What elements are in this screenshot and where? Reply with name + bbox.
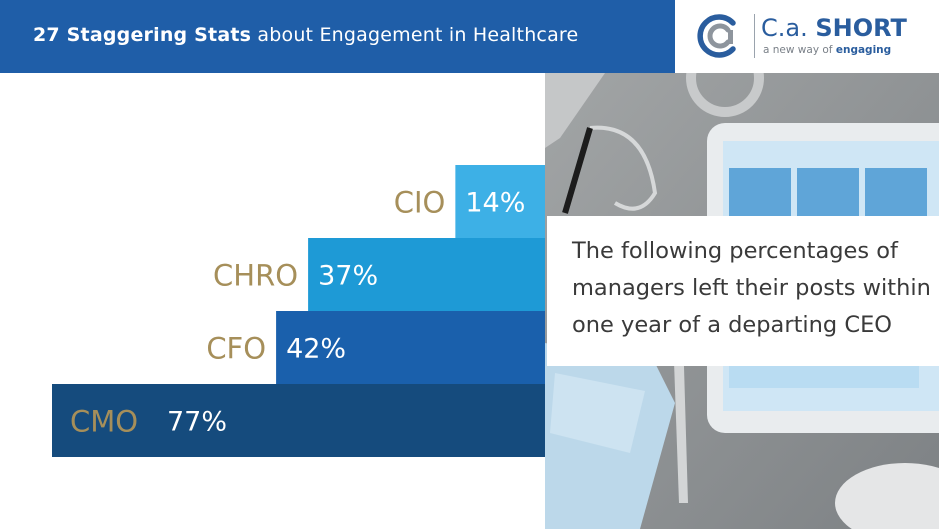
- page-title: 27 Staggering Stats about Engagement in …: [33, 24, 578, 46]
- logo-name-bold: SHORT: [815, 14, 907, 42]
- bar-chart: 14% CIO 37% CHRO 42% CFO 77% CMO: [52, 165, 545, 457]
- logo-mark-icon: [697, 14, 736, 58]
- bar-cio: [455, 165, 545, 238]
- value-label-cio: 14%: [465, 188, 525, 219]
- callout-box: The following percentages of managers le…: [547, 216, 939, 366]
- logo-name-light: C.a.: [761, 14, 808, 42]
- logo-tagline-light: a new way of: [763, 44, 833, 56]
- value-label-cfo: 42%: [286, 334, 346, 365]
- header-banner: 27 Staggering Stats about Engagement in …: [0, 0, 675, 73]
- bar-cmo: [52, 384, 545, 457]
- value-label-cmo: 77%: [167, 407, 227, 438]
- logo-tagline-bold: engaging: [835, 44, 892, 56]
- company-logo: C.a. SHORT a new way of engaging: [675, 0, 939, 73]
- bar-chro: [308, 238, 545, 311]
- bar-cfo: [276, 311, 545, 384]
- logo-divider: [754, 14, 755, 58]
- logo-tagline: a new way of engaging: [763, 44, 891, 56]
- category-label-chro: CHRO: [213, 259, 298, 293]
- title-rest: about Engagement in Healthcare: [257, 24, 579, 46]
- category-label-cio: CIO: [394, 186, 446, 220]
- value-label-chro: 37%: [318, 261, 378, 292]
- logo-name: C.a. SHORT: [761, 14, 907, 42]
- callout-text: The following percentages of managers le…: [572, 238, 931, 338]
- category-label-cfo: CFO: [206, 332, 266, 366]
- title-bold: 27 Staggering Stats: [33, 24, 252, 46]
- category-label-cmo: CMO: [70, 405, 138, 439]
